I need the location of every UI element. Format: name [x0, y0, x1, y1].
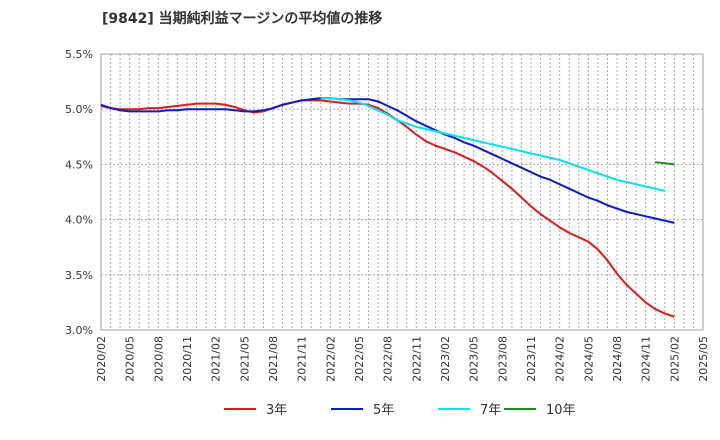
x-tick-label: 2023/11 [525, 336, 538, 382]
x-tick-label: 2024/02 [554, 336, 567, 382]
x-tick-label: 2022/08 [382, 336, 395, 382]
y-tick-label: 5.0% [65, 103, 93, 116]
chart-title: [9842] 当期純利益マージンの平均値の推移 [102, 11, 383, 27]
grid-lines [101, 53, 703, 331]
x-tick-label: 2025/02 [668, 336, 681, 382]
x-axis-ticks: 2020/02 2020/05 2020/08 2020/11 2021/02 2021/… [95, 336, 710, 382]
plot-area [100, 53, 704, 331]
x-tick-label: 2023/02 [439, 336, 452, 382]
x-tick-label: 2024/11 [640, 336, 653, 382]
x-tick-label: 2021/02 [210, 336, 223, 382]
legend-label: 3年 [266, 403, 287, 418]
y-tick-label: 3.0% [65, 324, 93, 337]
legend: 3年 5年 7年 10年 [224, 403, 576, 418]
series-line [655, 161, 675, 166]
y-tick-label: 3.5% [65, 269, 93, 282]
series-line [100, 97, 675, 224]
legend-label: 5年 [373, 403, 394, 418]
x-tick-label: 2021/08 [267, 336, 280, 382]
y-tick-label: 4.5% [65, 158, 93, 171]
x-tick-label: 2022/05 [353, 336, 366, 382]
x-tick-label: 2021/11 [296, 336, 309, 382]
x-tick-label: 2024/05 [582, 336, 595, 382]
y-tick-label: 4.0% [65, 214, 93, 227]
x-tick-label: 2020/08 [152, 336, 165, 382]
x-tick-label: 2020/02 [95, 336, 108, 382]
x-tick-label: 2023/08 [496, 336, 509, 382]
legend-label: 7年 [480, 403, 501, 418]
x-tick-label: 2023/05 [468, 336, 481, 382]
x-tick-label: 2025/05 [697, 336, 710, 382]
y-axis-ticks: 5.5% 5.0% 4.5% 4.0% 3.5% 3.0% [65, 48, 93, 337]
x-tick-label: 2020/11 [181, 336, 194, 382]
x-tick-label: 2022/11 [410, 336, 423, 382]
series-lines [100, 97, 675, 318]
legend-label: 10年 [546, 403, 576, 418]
x-tick-label: 2021/05 [238, 336, 251, 382]
x-tick-label: 2024/08 [611, 336, 624, 382]
y-tick-label: 5.5% [65, 48, 93, 61]
x-tick-label: 2020/05 [124, 336, 137, 382]
x-tick-label: 2022/02 [324, 336, 337, 382]
series-line [320, 97, 666, 192]
